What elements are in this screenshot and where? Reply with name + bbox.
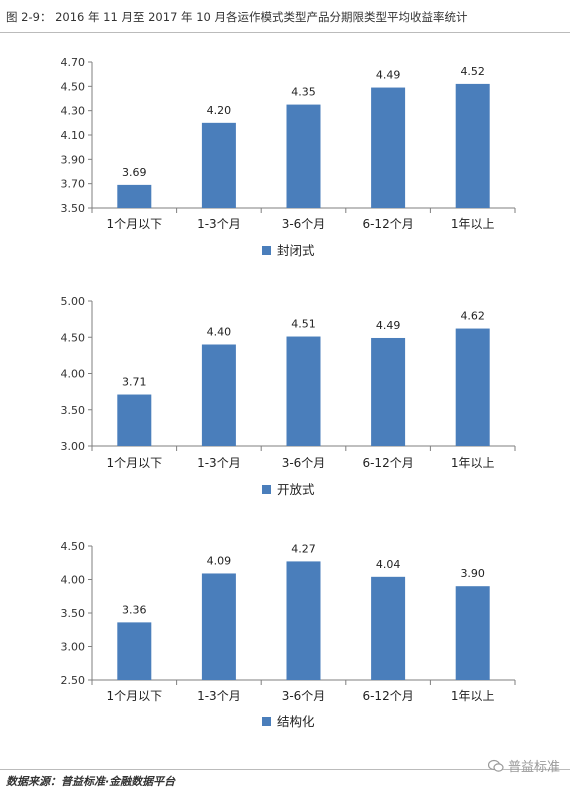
category-label: 3-6个月: [282, 456, 326, 470]
data-label: 3.71: [122, 376, 147, 389]
top-divider: [0, 32, 570, 33]
y-tick-label: 3.50: [61, 607, 86, 620]
wechat-icon: [487, 759, 504, 772]
watermark: 普益标准: [487, 756, 560, 775]
y-tick-label: 3.90: [61, 153, 86, 166]
figure-title: 图 2-9： 2016 年 11 月至 2017 年 10 月各运作模式类型产品…: [6, 10, 468, 24]
y-tick-label: 3.50: [61, 202, 86, 215]
data-source-note: 数据来源：普益标准·金融数据平台: [6, 775, 176, 788]
category-label: 1个月以下: [106, 689, 162, 703]
y-tick-label: 3.70: [61, 178, 86, 191]
chart-closed: 3.50 3.70 3.90 4.10 4.30 4.50 4.70 3.69 1个月以下 4.2…: [61, 56, 516, 258]
category-label: 1-3个月: [197, 456, 241, 470]
data-label: 4.40: [207, 326, 232, 339]
category-label: 1-3个月: [197, 217, 241, 231]
bar-1: [117, 622, 152, 680]
legend-swatch: [262, 485, 271, 494]
bar-5: [455, 586, 490, 680]
category-label: 1年以上: [451, 456, 495, 470]
bar-4: [371, 576, 406, 680]
data-label: 4.09: [207, 554, 232, 567]
data-label: 3.36: [122, 603, 147, 616]
category-label: 3-6个月: [282, 689, 326, 703]
y-tick-label: 4.10: [61, 129, 86, 142]
y-tick-label: 5.00: [61, 295, 86, 308]
y-tick-label: 4.50: [61, 80, 86, 93]
bar-3: [286, 561, 321, 680]
data-label: 4.62: [460, 310, 485, 323]
data-label: 4.51: [291, 318, 316, 331]
bar-1: [117, 184, 152, 208]
legend-label: 封闭式: [277, 243, 315, 258]
chart-structured: 2.50 3.00 3.50 4.00 4.50 3.36 1个月以下 4.09 1-3个月 4.…: [61, 540, 516, 729]
category-label: 1个月以下: [106, 456, 162, 470]
data-label: 4.27: [291, 542, 316, 555]
bar-5: [455, 328, 490, 446]
category-label: 6-12个月: [362, 217, 413, 231]
bar-2: [201, 573, 236, 680]
legend-label: 开放式: [277, 482, 315, 497]
y-tick-label: 3.00: [61, 641, 86, 654]
bar-4: [371, 337, 406, 446]
y-tick-label: 4.00: [61, 574, 86, 587]
bar-2: [201, 122, 236, 208]
bar-2: [201, 344, 236, 446]
y-tick-label: 4.70: [61, 56, 86, 69]
data-label: 4.04: [376, 558, 401, 571]
category-label: 6-12个月: [362, 456, 413, 470]
watermark-text: 普益标准: [507, 760, 560, 775]
category-label: 3-6个月: [282, 217, 326, 231]
y-tick-label: 4.00: [61, 368, 86, 381]
data-label: 4.49: [376, 319, 401, 332]
chart-open: 3.00 3.50 4.00 4.50 5.00 3.71 1个月以下 4.40 1-3个月 4.…: [61, 295, 516, 497]
category-label: 1年以上: [451, 217, 495, 231]
legend-swatch: [262, 717, 271, 726]
bar-4: [371, 87, 406, 208]
y-tick-label: 3.50: [61, 404, 86, 417]
category-label: 1年以上: [451, 689, 495, 703]
bar-5: [455, 83, 490, 208]
y-tick-label: 4.30: [61, 105, 86, 118]
data-label: 4.52: [460, 65, 485, 78]
category-label: 6-12个月: [362, 689, 413, 703]
legend-swatch: [262, 246, 271, 255]
data-label: 4.49: [376, 69, 401, 82]
bottom-divider: [0, 769, 570, 770]
bar-1: [117, 394, 152, 446]
data-label: 4.35: [291, 86, 316, 99]
legend-label: 结构化: [277, 714, 315, 729]
y-tick-label: 3.00: [61, 440, 86, 453]
y-tick-label: 2.50: [61, 674, 86, 687]
data-label: 4.20: [207, 104, 232, 117]
category-label: 1-3个月: [197, 689, 241, 703]
bar-3: [286, 104, 321, 208]
data-label: 3.90: [460, 567, 485, 580]
y-tick-label: 4.50: [61, 331, 86, 344]
data-label: 3.69: [122, 166, 147, 179]
bar-3: [286, 336, 321, 446]
y-tick-label: 4.50: [61, 540, 86, 553]
category-label: 1个月以下: [106, 217, 162, 231]
